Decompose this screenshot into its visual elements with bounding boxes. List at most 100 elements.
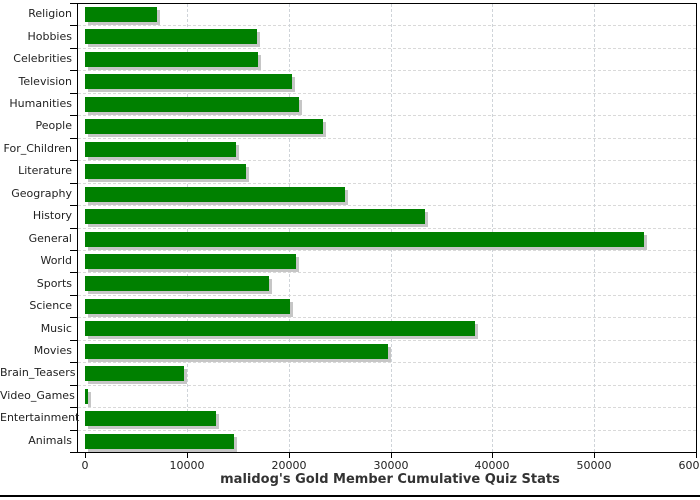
category-label: Animals [28, 434, 72, 447]
y-axis-tick-mark [70, 48, 78, 49]
x-axis-tick-label: 60000 [678, 459, 700, 472]
y-axis-tick-mark [70, 250, 78, 251]
y-axis-tick-mark [70, 160, 78, 161]
h-gridline [78, 115, 696, 116]
x-axis-tick-mark [696, 453, 697, 458]
x-axis-tick-mark [391, 453, 392, 458]
y-axis-tick-mark [70, 272, 78, 273]
y-axis-tick-mark [70, 70, 78, 71]
h-gridline [78, 272, 696, 273]
x-axis-tick-label: 10000 [169, 459, 205, 472]
category-label: People [35, 119, 72, 132]
y-axis-tick-mark [70, 407, 78, 408]
bar-television [85, 74, 292, 89]
x-axis-tick-mark [594, 453, 595, 458]
x-axis-tick-mark [187, 453, 188, 458]
h-gridline [78, 138, 696, 139]
bar-people [85, 119, 323, 134]
x-axis-tick-label: 20000 [271, 459, 307, 472]
bar-brain_teasers [85, 366, 184, 381]
bar-video_games [85, 389, 88, 404]
h-gridline [78, 160, 696, 161]
x-axis-tick-mark [85, 453, 86, 458]
category-label: Celebrities [13, 52, 72, 65]
h-gridline [78, 48, 696, 49]
bar-history [85, 209, 425, 224]
h-gridline [78, 25, 696, 26]
h-gridline [78, 340, 696, 341]
y-axis-tick-mark [70, 205, 78, 206]
h-gridline [78, 250, 696, 251]
category-label: Music [40, 322, 72, 335]
bar-world [85, 254, 296, 269]
chart-title: malidog's Gold Member Cumulative Quiz St… [220, 472, 560, 487]
category-label: Geography [11, 187, 72, 200]
category-label: Science [29, 299, 72, 312]
category-label: Entertainment [0, 411, 80, 424]
h-gridline [78, 385, 696, 386]
category-label: Television [18, 75, 73, 88]
h-gridline [78, 205, 696, 206]
y-axis-tick-mark [70, 340, 78, 341]
h-gridline [78, 317, 696, 318]
y-axis-tick-mark [70, 138, 78, 139]
x-axis-tick-label: 30000 [373, 459, 409, 472]
y-axis-tick-mark [70, 3, 78, 4]
v-gridline [187, 4, 188, 452]
y-axis-tick-mark [70, 452, 78, 453]
bar-animals [85, 434, 234, 449]
x-axis-tick-label: 50000 [576, 459, 612, 472]
bar-science [85, 299, 290, 314]
v-gridline [391, 4, 392, 452]
category-label: Brain_Teasers [0, 366, 76, 379]
category-label: Religion [28, 7, 72, 20]
y-axis-tick-mark [70, 228, 78, 229]
bar-entertainment [85, 411, 216, 426]
bar-religion [85, 7, 157, 22]
h-gridline [78, 430, 696, 431]
y-axis-tick-mark [70, 183, 78, 184]
h-gridline [78, 70, 696, 71]
bar-for_children [85, 142, 236, 157]
h-gridline [78, 228, 696, 229]
bar-celebrities [85, 52, 258, 67]
bar-geography [85, 187, 345, 202]
y-axis-tick-mark [70, 93, 78, 94]
category-label: World [40, 254, 72, 267]
h-gridline [78, 362, 696, 363]
category-label: General [28, 232, 72, 245]
x-axis-tick-mark [492, 453, 493, 458]
bar-general [85, 232, 644, 247]
x-axis-tick-label: 40000 [474, 459, 510, 472]
y-axis-tick-mark [70, 430, 78, 431]
category-label: For_Children [3, 142, 72, 155]
y-axis-tick-mark [70, 25, 78, 26]
h-gridline [78, 183, 696, 184]
bar-literature [85, 164, 246, 179]
bar-music [85, 321, 475, 336]
h-gridline [78, 93, 696, 94]
category-label: Humanities [9, 97, 72, 110]
category-label: Hobbies [27, 30, 72, 43]
bar-humanities [85, 97, 299, 112]
y-axis-tick-mark [70, 385, 78, 386]
x-axis-tick-mark [289, 453, 290, 458]
bar-movies [85, 344, 388, 359]
category-label: Video_Games [0, 389, 75, 402]
v-gridline [492, 4, 493, 452]
y-axis-tick-mark [70, 295, 78, 296]
v-gridline [289, 4, 290, 452]
category-label: History [32, 209, 72, 222]
bottom-border-line [0, 495, 700, 497]
v-gridline [594, 4, 595, 452]
h-gridline [78, 407, 696, 408]
x-axis-tick-label: 0 [81, 459, 89, 472]
category-label: Literature [18, 164, 72, 177]
bar-hobbies [85, 29, 257, 44]
category-label: Sports [36, 277, 72, 290]
y-axis-tick-mark [70, 317, 78, 318]
bar-sports [85, 276, 269, 291]
category-label: Movies [33, 344, 72, 357]
h-gridline [78, 295, 696, 296]
